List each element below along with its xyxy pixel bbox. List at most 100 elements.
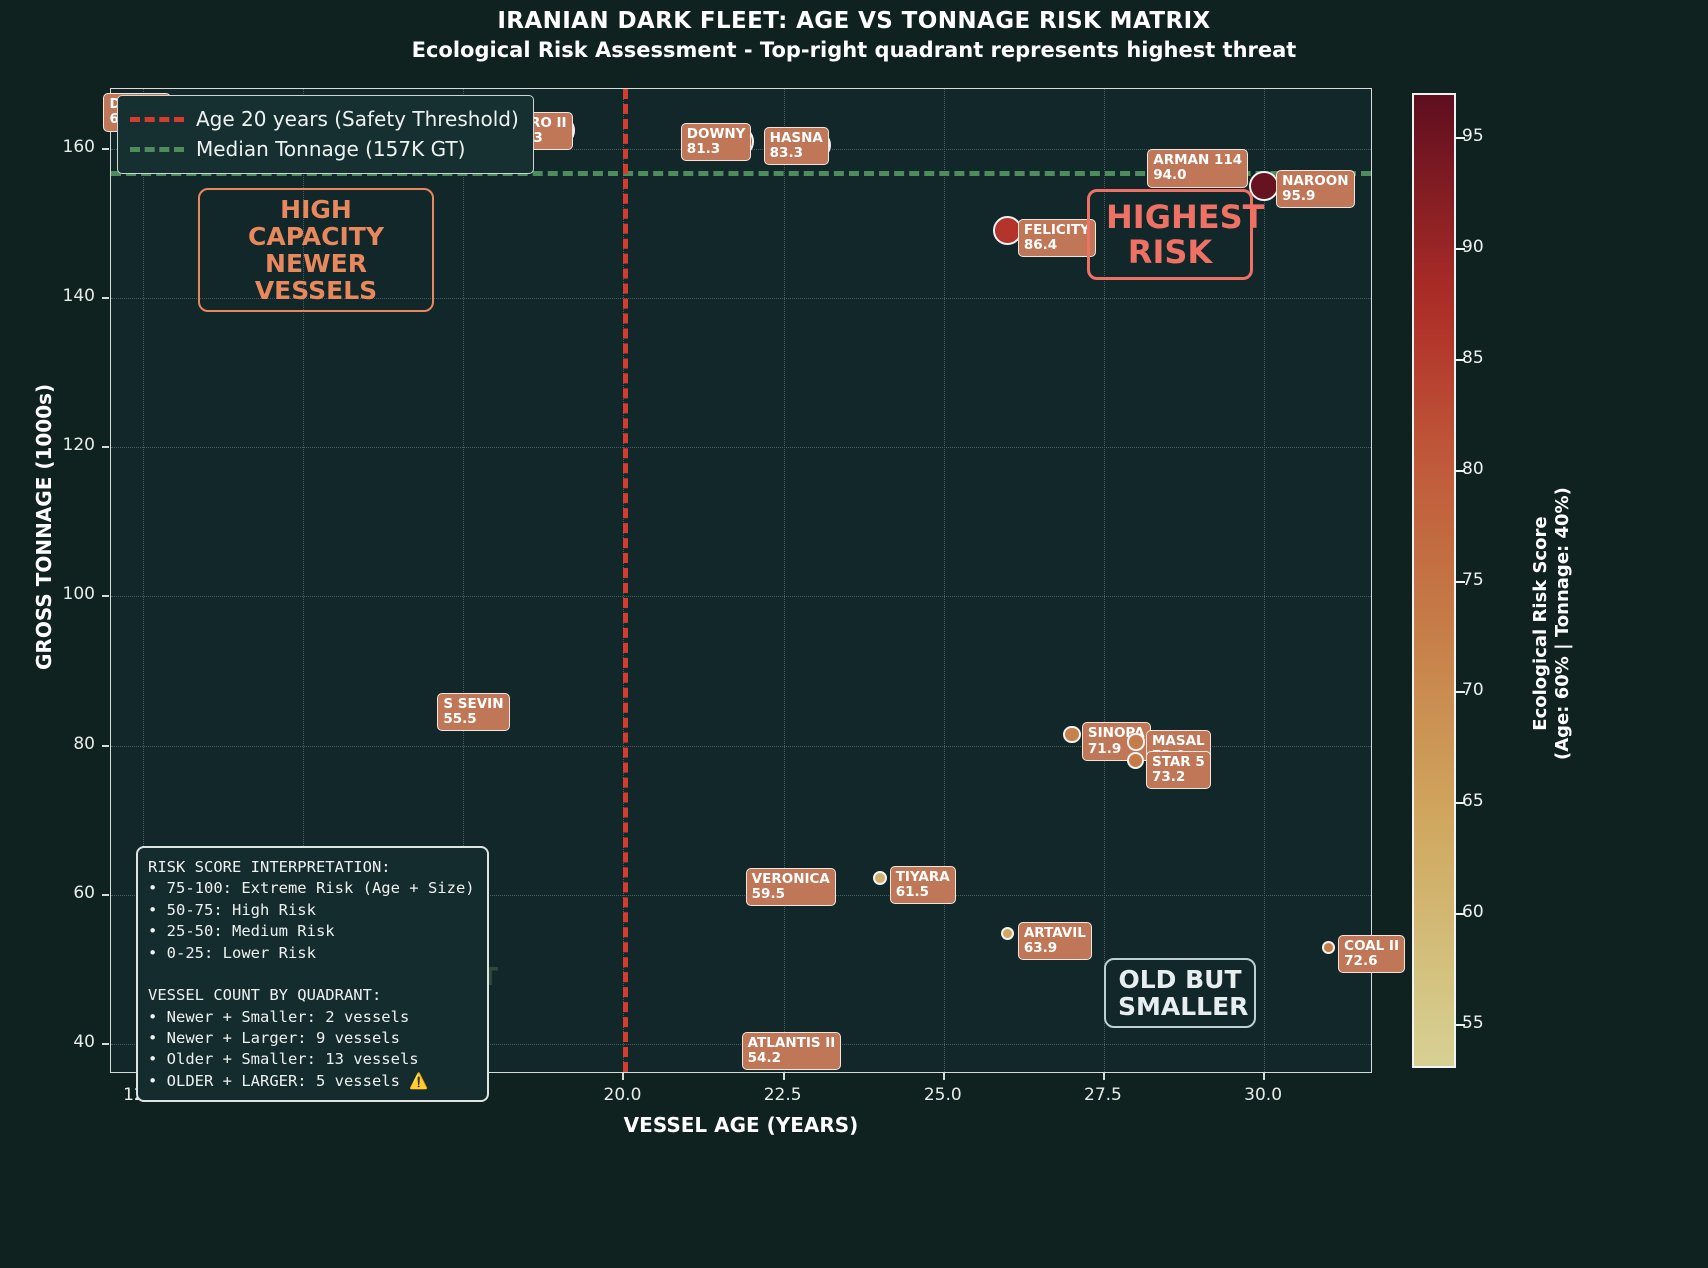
point-label-value: 86.4: [1023, 236, 1058, 253]
median-tonnage-line: [111, 171, 1371, 177]
x-tick-label: 20.0: [603, 1085, 642, 1105]
x-axis-label: VESSEL AGE (YEARS): [623, 1113, 859, 1137]
point-label-value: 71.9: [1087, 740, 1122, 757]
colorbar-tick: [1456, 580, 1465, 583]
x-tick: [942, 1073, 945, 1080]
gridline-vertical: [1103, 89, 1105, 1072]
annotation-line: RISK: [1127, 232, 1213, 271]
colorbar-tick-label: 95: [1462, 126, 1484, 147]
annotation-highest-risk: HIGHEST RISK: [1087, 189, 1264, 281]
gridline-horizontal: [111, 447, 1371, 449]
y-tick-label: 140: [62, 285, 95, 306]
x-tick: [1102, 1073, 1105, 1080]
point-label: FELICITY 86.4: [1017, 218, 1096, 257]
point-label: NAROON 95.9: [1276, 170, 1355, 209]
scatter-point[interactable]: [1063, 725, 1081, 744]
colorbar-tick-label: 55: [1462, 1012, 1484, 1033]
point-label-value: 83.3: [769, 145, 803, 162]
scatter-point[interactable]: [872, 870, 887, 885]
y-tick-label: 160: [62, 136, 95, 157]
scatter-point[interactable]: [1127, 733, 1145, 751]
point-label-name: HASNA: [769, 129, 823, 146]
x-tick-label: 30.0: [1244, 1085, 1283, 1105]
point-label-name: TIYARA: [895, 868, 950, 885]
point-label: DOWNY 81.3: [680, 123, 752, 162]
x-tick: [1263, 1073, 1266, 1080]
gridline-horizontal: [111, 894, 1371, 896]
colorbar-tick-label: 90: [1462, 237, 1484, 258]
legend-item-median-tonnage: Median Tonnage (157K GT): [130, 134, 519, 164]
point-label-value: 72.6: [1344, 953, 1378, 970]
gridline-vertical: [943, 89, 945, 1072]
point-label-value: 54.2: [747, 1050, 781, 1067]
colorbar-tick-label: 65: [1462, 791, 1484, 812]
annotation-high-capacity: HIGH CAPACITY NEWER VESSELS: [198, 188, 434, 312]
legend-label: Median Tonnage (157K GT): [196, 137, 466, 161]
scatter-point[interactable]: [993, 216, 1023, 246]
x-tick: [782, 1073, 785, 1080]
point-label: TIYARA 61.5: [889, 865, 956, 904]
legend-item-age-threshold: Age 20 years (Safety Threshold): [130, 104, 519, 134]
point-label-name: ARTAVIL: [1023, 924, 1086, 941]
point-label-name: COAL II: [1344, 938, 1399, 955]
point-label: HASNA 83.3: [763, 126, 829, 166]
point-label-value: 81.3: [686, 141, 721, 158]
colorbar-tick-label: 85: [1462, 347, 1484, 368]
colorbar-label-line: (Age: 60% | Tonnage: 40%): [1551, 487, 1573, 760]
y-tick: [102, 744, 109, 747]
point-label-name: FELICITY: [1023, 221, 1090, 238]
point-label-value: 95.9: [1282, 188, 1316, 205]
point-label-value: 94.0: [1153, 167, 1187, 184]
point-label-value: 73.2: [1151, 768, 1186, 785]
annotation-old-but-smaller: OLD BUT SMALLER: [1104, 958, 1256, 1028]
y-tick-label: 120: [62, 435, 95, 456]
colorbar-label: Ecological Risk Score (Age: 60% | Tonnage…: [1530, 487, 1573, 760]
colorbar-tick-label: 80: [1462, 458, 1484, 479]
dashed-line-icon: [130, 146, 184, 152]
gridline-horizontal: [111, 596, 1371, 598]
point-label-name: S SEVIN: [443, 695, 504, 712]
gridline-horizontal: [111, 297, 1371, 299]
point-label-name: DOWNY: [686, 126, 746, 143]
colorbar-tick-label: 60: [1462, 901, 1484, 922]
point-label-name: STAR 5: [1151, 753, 1205, 770]
y-tick: [102, 595, 109, 598]
scatter-point[interactable]: [1321, 940, 1335, 954]
y-tick: [102, 296, 109, 299]
y-tick-label: 40: [73, 1032, 95, 1053]
gridline-vertical: [463, 89, 465, 1072]
point-label-value: 59.5: [751, 886, 785, 903]
gridline-vertical: [783, 89, 785, 1072]
point-label: COAL II 72.6: [1338, 935, 1405, 974]
point-label-name: ATLANTIS II: [747, 1035, 836, 1052]
scatter-point[interactable]: [1001, 927, 1015, 941]
gridline-horizontal: [111, 1044, 1371, 1046]
point-label-value: 63.9: [1023, 939, 1058, 956]
x-tick-label: 22.5: [763, 1085, 802, 1105]
scatter-point[interactable]: [1249, 171, 1279, 201]
risk-interpretation-box: RISK SCORE INTERPRETATION: • 75-100: Ext…: [136, 846, 489, 1103]
point-label: ATLANTIS II 54.2: [741, 1032, 842, 1071]
y-tick: [102, 446, 109, 449]
dashed-line-icon: [130, 116, 184, 122]
scatter-point[interactable]: [1127, 752, 1145, 770]
annotation-line: SMALLER: [1118, 992, 1249, 1021]
point-label-name: VERONICA: [751, 870, 830, 887]
colorbar-tick: [1456, 248, 1465, 251]
colorbar-tick-label: 70: [1462, 680, 1484, 701]
colorbar-tick: [1456, 802, 1465, 805]
point-label: VERONICA 59.5: [745, 867, 836, 907]
y-axis-label: GROSS TONNAGE (1000s): [32, 383, 56, 670]
gridline-vertical: [143, 89, 145, 1072]
y-tick: [102, 1043, 109, 1046]
colorbar-tick: [1456, 137, 1465, 140]
gridline-vertical: [303, 89, 305, 1072]
age-threshold-line: [623, 89, 629, 1072]
x-tick-label: 25.0: [923, 1085, 962, 1105]
page-title: IRANIAN DARK FLEET: AGE VS TONNAGE RISK …: [497, 8, 1211, 34]
point-label: ARTAVIL 63.9: [1017, 921, 1092, 960]
colorbar-tick: [1456, 691, 1465, 694]
colorbar-tick: [1456, 358, 1465, 361]
colorbar: [1412, 93, 1456, 1068]
